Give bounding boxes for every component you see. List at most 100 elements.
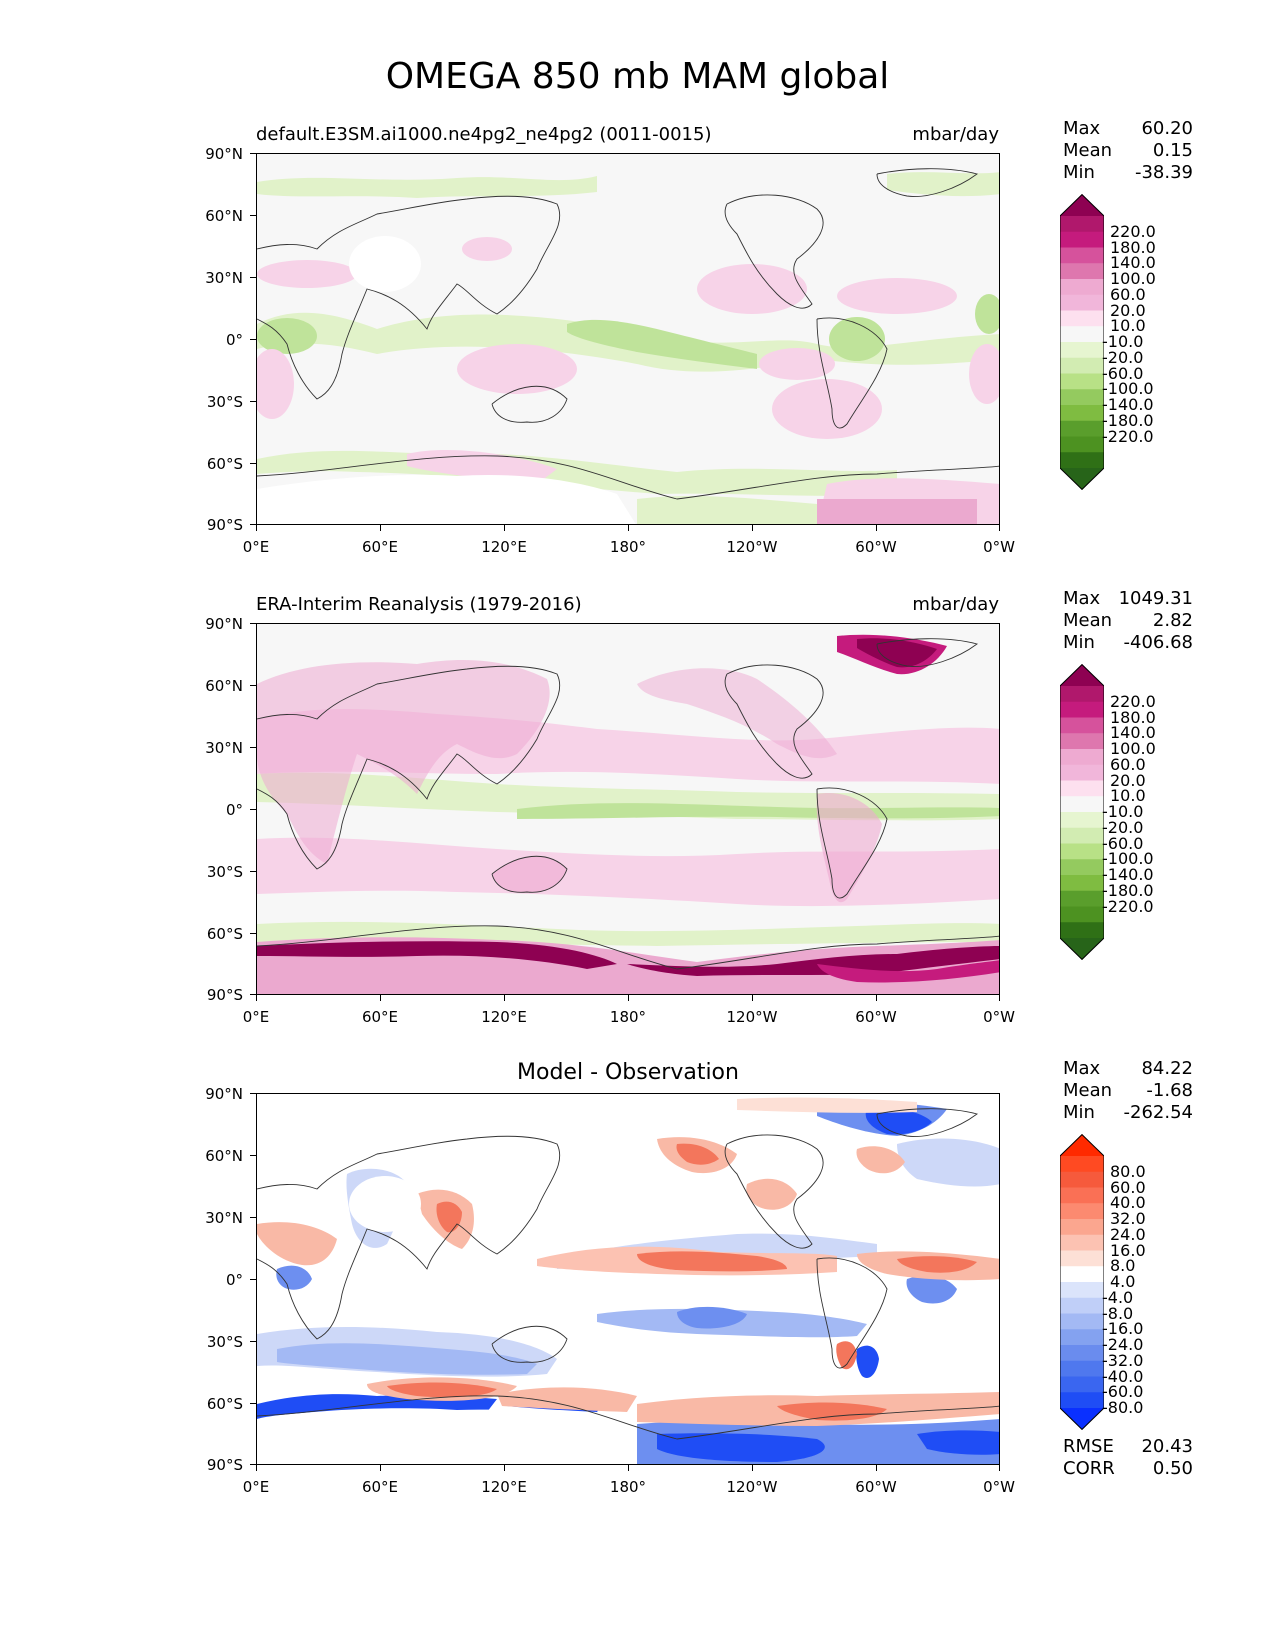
- colorbar-swatch: [1060, 701, 1104, 718]
- colorbar-swatch: [1060, 294, 1104, 311]
- lon-label: 0°E: [242, 1478, 270, 1496]
- colorbar-tick-label: 10.0: [1110, 786, 1146, 806]
- colorbar-tick-label: -80.0: [1102, 1398, 1144, 1417]
- obs-colorbar: [1060, 664, 1104, 960]
- lon-label: 0°W: [983, 1008, 1015, 1026]
- colorbar-tick-label: -60.0: [1102, 363, 1144, 383]
- colorbar-swatch: [1060, 405, 1104, 422]
- colorbar-outline: [1060, 664, 1104, 960]
- panel-model-units: mbar/day: [912, 124, 999, 145]
- stat-label: Min: [1063, 1102, 1095, 1123]
- colorbar-tick-label: 20.0: [1110, 300, 1146, 320]
- colorbar-tick-label: 4.0: [1110, 1272, 1136, 1291]
- colorbar-outline: [1060, 194, 1104, 490]
- lat-label: 30°N: [205, 739, 243, 757]
- colorbar-tick-label: 100.0: [1110, 739, 1156, 758]
- lat-label: 90°S: [206, 1456, 243, 1474]
- colorbar-tick-label: -140.0: [1102, 865, 1154, 884]
- lat-label: 60°S: [206, 925, 243, 943]
- lon-label: 120°E: [481, 1478, 527, 1496]
- diff-colorbar: [1060, 1134, 1104, 1430]
- lon-label: 60°E: [361, 538, 399, 556]
- colorbar-swatch: [1060, 357, 1104, 374]
- colorbar-swatch: [1060, 247, 1104, 264]
- colorbar-swatch: [1060, 780, 1104, 797]
- colorbar-tick-label: 10.0: [1110, 316, 1146, 336]
- colorbar-tick-label: 32.0: [1110, 1209, 1146, 1228]
- lat-label: 90°N: [205, 1085, 243, 1103]
- stat-label: Mean: [1063, 610, 1113, 631]
- lon-label: 0°W: [983, 1478, 1015, 1496]
- stat-value: 60.20: [1141, 118, 1193, 139]
- model-colorbar: [1060, 194, 1104, 490]
- stat-value: -262.54: [1123, 1102, 1193, 1123]
- metric-label: CORR: [1063, 1458, 1115, 1479]
- colorbar-swatch: [1060, 216, 1104, 233]
- colorbar-swatch: [1060, 1360, 1104, 1377]
- colorbar-swatch: [1060, 263, 1104, 280]
- colorbar-tick-label: -220.0: [1102, 896, 1154, 916]
- colorbar-swatch: [1060, 1376, 1104, 1393]
- colorbar-swatch: [1060, 686, 1104, 703]
- lon-label: 180°: [609, 1008, 647, 1026]
- colorbar-tick-label: 80.0: [1110, 1161, 1146, 1181]
- colorbar-tick-label: -8.0: [1102, 1303, 1134, 1323]
- lat-label: 60°S: [206, 455, 243, 473]
- lat-label: 0°: [225, 331, 243, 349]
- lon-label: 60°E: [361, 1478, 399, 1496]
- lat-label: 90°S: [206, 986, 243, 1004]
- diff-metrics: RMSE 20.43 CORR 0.50: [1063, 1436, 1193, 1480]
- colorbar-swatch: [1060, 749, 1104, 766]
- colorbar-swatch: [1060, 420, 1104, 437]
- colorbar-tick-label: -10.0: [1102, 332, 1144, 351]
- colorbar-tick-label: -16.0: [1102, 1319, 1144, 1339]
- panel-obs-title: ERA-Interim Reanalysis (1979-2016): [256, 594, 582, 615]
- stat-label: Max: [1063, 118, 1101, 139]
- colorbar-tick-label: -180.0: [1102, 410, 1154, 430]
- colorbar-tick-label: 16.0: [1110, 1240, 1146, 1260]
- lat-label: 30°S: [206, 393, 243, 411]
- colorbar-tick-label: -40.0: [1102, 1366, 1144, 1386]
- colorbar-tick-label: -100.0: [1102, 849, 1154, 869]
- colorbar-swatch: [1060, 764, 1104, 781]
- colorbar-swatch: [1060, 922, 1104, 939]
- obs-stats: Max 1049.31 Mean 2.82 Min -406.68: [1063, 588, 1193, 654]
- stat-value: 0.15: [1152, 140, 1193, 161]
- colorbar-swatch: [1060, 342, 1104, 359]
- colorbar-tick-label: -220.0: [1102, 426, 1154, 446]
- colorbar-swatch: [1060, 1329, 1104, 1346]
- panel-diff-title: Model - Observation: [517, 1060, 739, 1085]
- colorbar-swatch: [1060, 1282, 1104, 1299]
- colorbar-swatch: [1060, 843, 1104, 860]
- colorbar-tick-label: 20.0: [1110, 770, 1146, 790]
- stat-value: 2.82: [1152, 610, 1193, 631]
- colorbar-swatch: [1060, 1156, 1104, 1173]
- lon-label: 60°W: [855, 1008, 897, 1026]
- colorbar-tick-label: -24.0: [1102, 1335, 1144, 1354]
- colorbar-tick-label: -60.0: [1102, 1382, 1144, 1402]
- colorbar-extend-top: [1060, 194, 1104, 216]
- colorbar-swatch: [1060, 859, 1104, 876]
- colorbar-tick-label: -140.0: [1102, 395, 1154, 414]
- lat-label: 30°S: [206, 863, 243, 881]
- lon-label: 60°W: [855, 1478, 897, 1496]
- colorbar-swatch: [1060, 890, 1104, 907]
- figure-title: OMEGA 850 mb MAM global: [385, 56, 890, 97]
- lat-label: 30°S: [206, 1333, 243, 1351]
- colorbar-swatch: [1060, 452, 1104, 469]
- lon-label: 0°W: [983, 538, 1015, 556]
- colorbar-tick-label: -10.0: [1102, 802, 1144, 821]
- colorbar-swatch: [1060, 1219, 1104, 1236]
- colorbar-outline: [1060, 1134, 1104, 1430]
- diff-stats: Max 84.22 Mean -1.68 Min -262.54: [1063, 1058, 1193, 1124]
- lon-label: 0°E: [242, 1008, 270, 1026]
- model-map: [256, 153, 1000, 525]
- lon-label: 120°E: [481, 538, 527, 556]
- colorbar-tick-label: -32.0: [1102, 1350, 1144, 1370]
- panel-obs-units: mbar/day: [912, 594, 999, 615]
- obs-field: [257, 624, 999, 994]
- colorbar-swatch: [1060, 231, 1104, 248]
- colorbar-tick-label: 24.0: [1110, 1224, 1146, 1244]
- diff-field: [257, 1094, 999, 1464]
- panel-model-title: default.E3SM.ai1000.ne4pg2_ne4pg2 (0011-…: [256, 124, 712, 145]
